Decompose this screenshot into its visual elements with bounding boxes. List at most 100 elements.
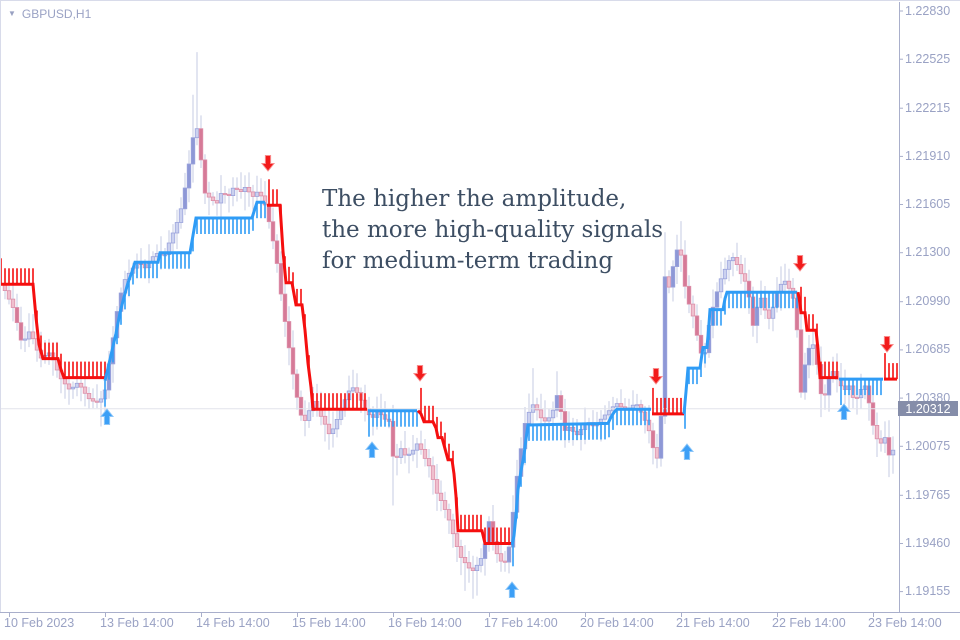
candle bbox=[394, 443, 400, 476]
candle bbox=[662, 232, 668, 424]
chart-annotation: The higher the amplitude, the more high-… bbox=[322, 184, 663, 277]
candle bbox=[278, 251, 284, 301]
candle bbox=[190, 94, 196, 183]
candle bbox=[274, 234, 280, 273]
candle bbox=[670, 260, 676, 302]
price-tick-label: 1.21300 bbox=[905, 245, 951, 260]
candle bbox=[322, 406, 328, 442]
candle bbox=[502, 550, 508, 572]
candle bbox=[270, 207, 276, 250]
price-tick-label: 1.20075 bbox=[905, 438, 951, 453]
candle bbox=[870, 391, 876, 435]
candle bbox=[782, 263, 788, 295]
candle bbox=[426, 449, 432, 478]
time-tick-label: 10 Feb 2023 bbox=[4, 616, 75, 630]
candle bbox=[182, 172, 188, 216]
candle bbox=[294, 369, 300, 410]
candle bbox=[722, 257, 728, 285]
time-tick-label: 15 Feb 14:00 bbox=[292, 616, 366, 630]
candle bbox=[402, 431, 408, 464]
candle bbox=[666, 270, 672, 294]
candle bbox=[678, 221, 684, 272]
time-tick-label: 22 Feb 14:00 bbox=[772, 616, 846, 630]
candle bbox=[890, 436, 896, 474]
candle bbox=[186, 150, 192, 203]
price-tick-label: 1.19765 bbox=[905, 487, 951, 502]
current-price-badge: 1.20312 bbox=[898, 401, 958, 417]
candle bbox=[874, 412, 880, 457]
candle bbox=[330, 411, 336, 448]
symbol-title: GBPUSD,H1 bbox=[21, 7, 92, 21]
candle bbox=[198, 115, 204, 168]
time-tick-label: 21 Feb 14:00 bbox=[676, 616, 750, 630]
candle bbox=[290, 330, 296, 390]
candle bbox=[210, 192, 216, 206]
candle bbox=[414, 437, 420, 468]
candle bbox=[218, 175, 224, 217]
candle bbox=[398, 440, 404, 464]
buy-signal-arrow bbox=[99, 408, 115, 425]
candle bbox=[882, 421, 888, 453]
price-tick-label: 1.22215 bbox=[905, 100, 951, 115]
time-axis[interactable]: 10 Feb 2023 13 Feb 14:00 14 Feb 14:00 15 Fe… bbox=[0, 612, 960, 640]
candle bbox=[450, 513, 456, 548]
price-tick-label: 1.22830 bbox=[905, 3, 951, 18]
candle bbox=[78, 375, 84, 402]
candle bbox=[18, 306, 24, 350]
candle bbox=[286, 306, 292, 366]
candle bbox=[14, 293, 20, 331]
candle bbox=[22, 326, 28, 352]
candle bbox=[238, 172, 244, 199]
price-tick-label: 1.21910 bbox=[905, 148, 951, 163]
candle bbox=[742, 257, 748, 295]
price-tick-label: 1.21605 bbox=[905, 197, 951, 212]
symbol-label[interactable]: ▼ GBPUSD,H1 bbox=[8, 7, 91, 21]
price-axis[interactable]: 1.22830 1.22525 1.22215 1.21910 1.21605 1.213… bbox=[903, 0, 960, 612]
candle bbox=[738, 255, 744, 284]
candle bbox=[806, 335, 812, 379]
candle bbox=[10, 283, 16, 322]
candle bbox=[226, 188, 232, 213]
candle bbox=[810, 329, 816, 366]
candle bbox=[418, 430, 424, 455]
candle bbox=[222, 185, 228, 204]
trend-line-segment-up bbox=[839, 377, 883, 406]
trend-line-segment-down bbox=[0, 258, 106, 380]
candle bbox=[658, 405, 664, 467]
candle bbox=[94, 384, 100, 408]
candle bbox=[458, 539, 464, 576]
candle bbox=[306, 402, 312, 428]
time-tick-label: 16 Feb 14:00 bbox=[388, 616, 462, 630]
candle bbox=[682, 240, 688, 299]
candle bbox=[434, 464, 440, 511]
trend-line-segment-up bbox=[682, 290, 798, 429]
candle bbox=[30, 314, 36, 345]
time-tick-label: 17 Feb 14:00 bbox=[484, 616, 558, 630]
candle bbox=[438, 480, 444, 512]
sell-signal-arrow bbox=[648, 368, 664, 385]
trend-line-segment-up bbox=[368, 409, 418, 437]
sell-signal-arrow bbox=[792, 255, 808, 272]
candle bbox=[422, 439, 428, 467]
candle bbox=[194, 52, 200, 146]
price-tick-label: 1.19460 bbox=[905, 535, 951, 550]
sell-signal-arrow bbox=[879, 336, 895, 353]
candle bbox=[886, 420, 892, 478]
candle bbox=[878, 430, 884, 452]
candle bbox=[530, 368, 536, 426]
candle bbox=[298, 390, 304, 421]
candle bbox=[234, 177, 240, 202]
candle bbox=[178, 197, 184, 229]
buy-signal-arrow bbox=[679, 443, 695, 460]
price-tick-label: 1.20990 bbox=[905, 294, 951, 309]
candle bbox=[498, 543, 504, 572]
candle bbox=[442, 491, 448, 519]
trend-line-segment-down bbox=[796, 286, 838, 380]
candle bbox=[86, 387, 92, 409]
candle bbox=[478, 548, 484, 573]
trend-line-segment-down bbox=[416, 387, 512, 545]
candle bbox=[466, 551, 472, 583]
candle bbox=[446, 503, 452, 534]
